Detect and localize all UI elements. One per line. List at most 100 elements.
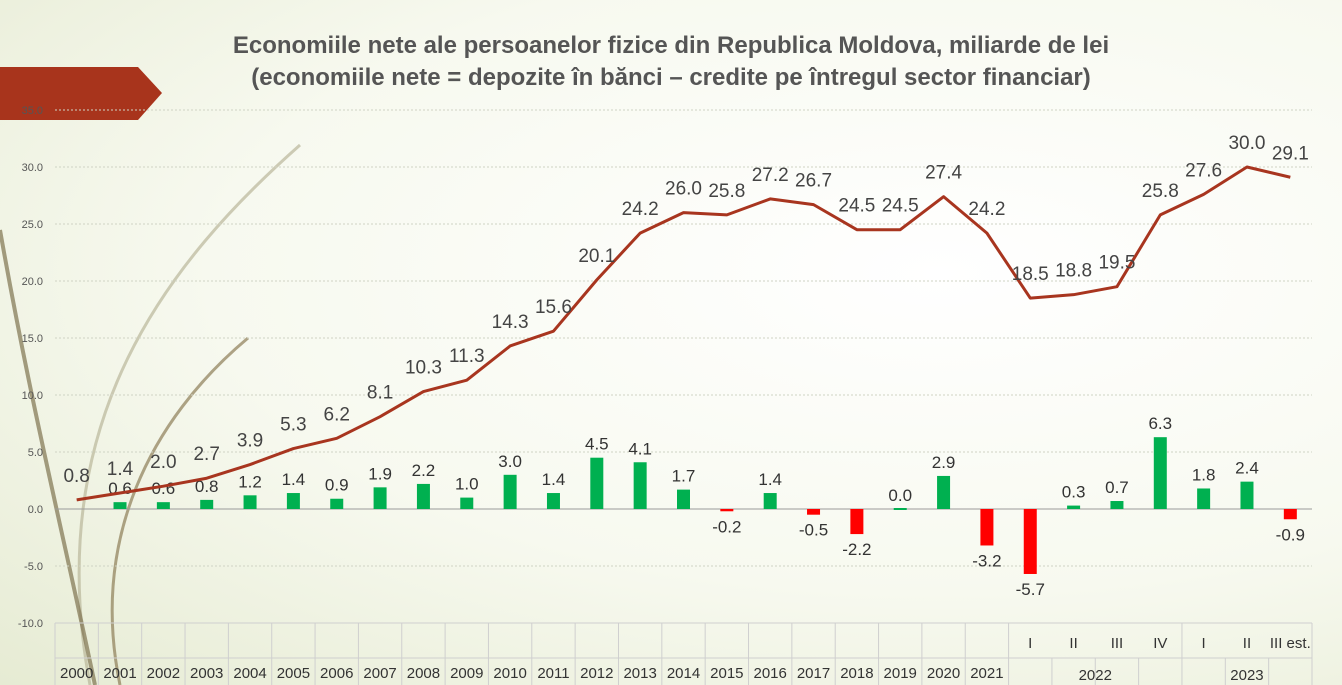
x-tick-label: 2008 [407, 665, 440, 682]
bar-data-label: 0.3 [1062, 483, 1086, 502]
line-data-label: 19.5 [1098, 253, 1135, 274]
bar-data-label: 1.4 [542, 470, 566, 489]
x-tick-label: 2001 [103, 665, 136, 682]
bar-data-label: 1.0 [455, 475, 479, 494]
x-tick-label: 2003 [190, 665, 223, 682]
bar-data-label: 2.9 [932, 453, 956, 472]
bar [1110, 501, 1124, 509]
bar-data-label: 6.3 [1148, 414, 1172, 433]
bar [937, 475, 951, 509]
line-data-label: 27.6 [1185, 160, 1222, 181]
line-data-label: 1.4 [107, 459, 134, 480]
line-data-label: 0.8 [63, 466, 89, 487]
bar [330, 498, 344, 509]
chart-title: Economiile nete ale persoanelor fizice d… [0, 30, 1342, 94]
line-data-label: 11.3 [449, 346, 485, 367]
line-data-label: 2.0 [150, 452, 176, 473]
bar [807, 509, 821, 515]
x-tick-label: 2009 [450, 665, 483, 682]
bar-data-label: 1.8 [1192, 465, 1216, 484]
y-tick-label: 5.0 [28, 447, 43, 459]
bar-data-label: 3.0 [498, 452, 522, 471]
bar [1197, 488, 1211, 509]
x-tick-label: III [1111, 635, 1124, 652]
x-tick-label: 2021 [970, 665, 1003, 682]
y-tick-label: 10.0 [22, 390, 43, 402]
line-data-label: 18.5 [1012, 264, 1049, 285]
line-data-label: 29.1 [1272, 143, 1309, 164]
x-tick-label: 2013 [623, 665, 656, 682]
line-data-label: 24.2 [622, 199, 659, 220]
bar-data-label: 1.4 [282, 470, 306, 489]
bar-data-label: -2.2 [842, 540, 871, 559]
y-tick-label: 0.0 [28, 504, 43, 516]
bar [200, 499, 214, 509]
x-tick-label: 2018 [840, 665, 873, 682]
bar [460, 497, 474, 509]
y-tick-label: 20.0 [22, 276, 43, 288]
line-data-label: 3.9 [237, 431, 263, 452]
line-data-label: 27.4 [925, 163, 962, 184]
x-tick-label: 2004 [233, 665, 266, 682]
line-data-label: 20.1 [578, 246, 615, 267]
x-tick-label: 2011 [537, 665, 569, 682]
bar [416, 483, 430, 509]
bar [243, 495, 257, 509]
x-tick-label: II [1069, 635, 1077, 652]
bar [156, 502, 170, 509]
x-tick-label: 2016 [754, 665, 787, 682]
line-data-label: 26.7 [795, 171, 832, 192]
bar-data-label: 1.4 [758, 470, 782, 489]
line-data-label: 26.0 [665, 179, 702, 200]
group-label: 2023 [1230, 667, 1263, 684]
bar [546, 493, 560, 509]
bar-data-label: 4.1 [628, 439, 652, 458]
y-tick-label: 30.0 [22, 162, 43, 174]
x-tick-label: III est. [1270, 635, 1311, 652]
bar-data-label: -3.2 [972, 551, 1001, 570]
x-tick-label: 2007 [363, 665, 396, 682]
y-tick-label: 35.0 [22, 105, 43, 117]
line-data-label: 2.7 [193, 444, 219, 465]
bar-data-label: 0.7 [1105, 478, 1129, 497]
bar-data-label: -0.9 [1276, 525, 1305, 544]
bar-data-label: 1.9 [368, 464, 392, 483]
bar [113, 502, 127, 509]
line-data-label: 24.5 [838, 196, 875, 217]
line-data-label: 15.6 [535, 297, 572, 318]
bar [590, 457, 604, 509]
title-banner-decoration [0, 67, 162, 120]
bar-data-label: -5.7 [1016, 580, 1045, 599]
y-tick-label: 25.0 [22, 219, 43, 231]
decorative-curve [0, 229, 97, 685]
bar [1023, 509, 1037, 574]
x-tick-label: 2002 [147, 665, 180, 682]
bar [1153, 437, 1167, 509]
bar-data-label: -0.2 [712, 517, 741, 536]
x-tick-label: 2017 [797, 665, 830, 682]
x-tick-label: I [1028, 635, 1032, 652]
x-tick-label: 2012 [580, 665, 613, 682]
bar [373, 487, 387, 509]
bar [850, 509, 864, 535]
x-tick-label: 2020 [927, 665, 960, 682]
line-data-label: 25.8 [1142, 181, 1179, 202]
line-data-label: 27.2 [752, 165, 789, 186]
x-tick-label: 2015 [710, 665, 743, 682]
x-tick-label: II [1243, 635, 1251, 652]
line-data-label: 24.2 [968, 199, 1005, 220]
y-tick-label: -5.0 [24, 561, 43, 573]
bar-data-label: 0.8 [195, 477, 219, 496]
line-data-label: 30.0 [1228, 133, 1265, 154]
bar-data-label: -0.5 [799, 521, 828, 540]
line-data-label: 6.2 [324, 404, 350, 425]
decorative-curve [110, 336, 249, 685]
x-tick-label: 2019 [884, 665, 917, 682]
x-tick-label: 2006 [320, 665, 353, 682]
bar [677, 489, 690, 509]
bar-data-label: 1.2 [238, 472, 262, 491]
bar-data-label: 2.2 [412, 461, 436, 480]
bar-data-label: 2.4 [1235, 459, 1259, 478]
bar [1067, 505, 1081, 509]
